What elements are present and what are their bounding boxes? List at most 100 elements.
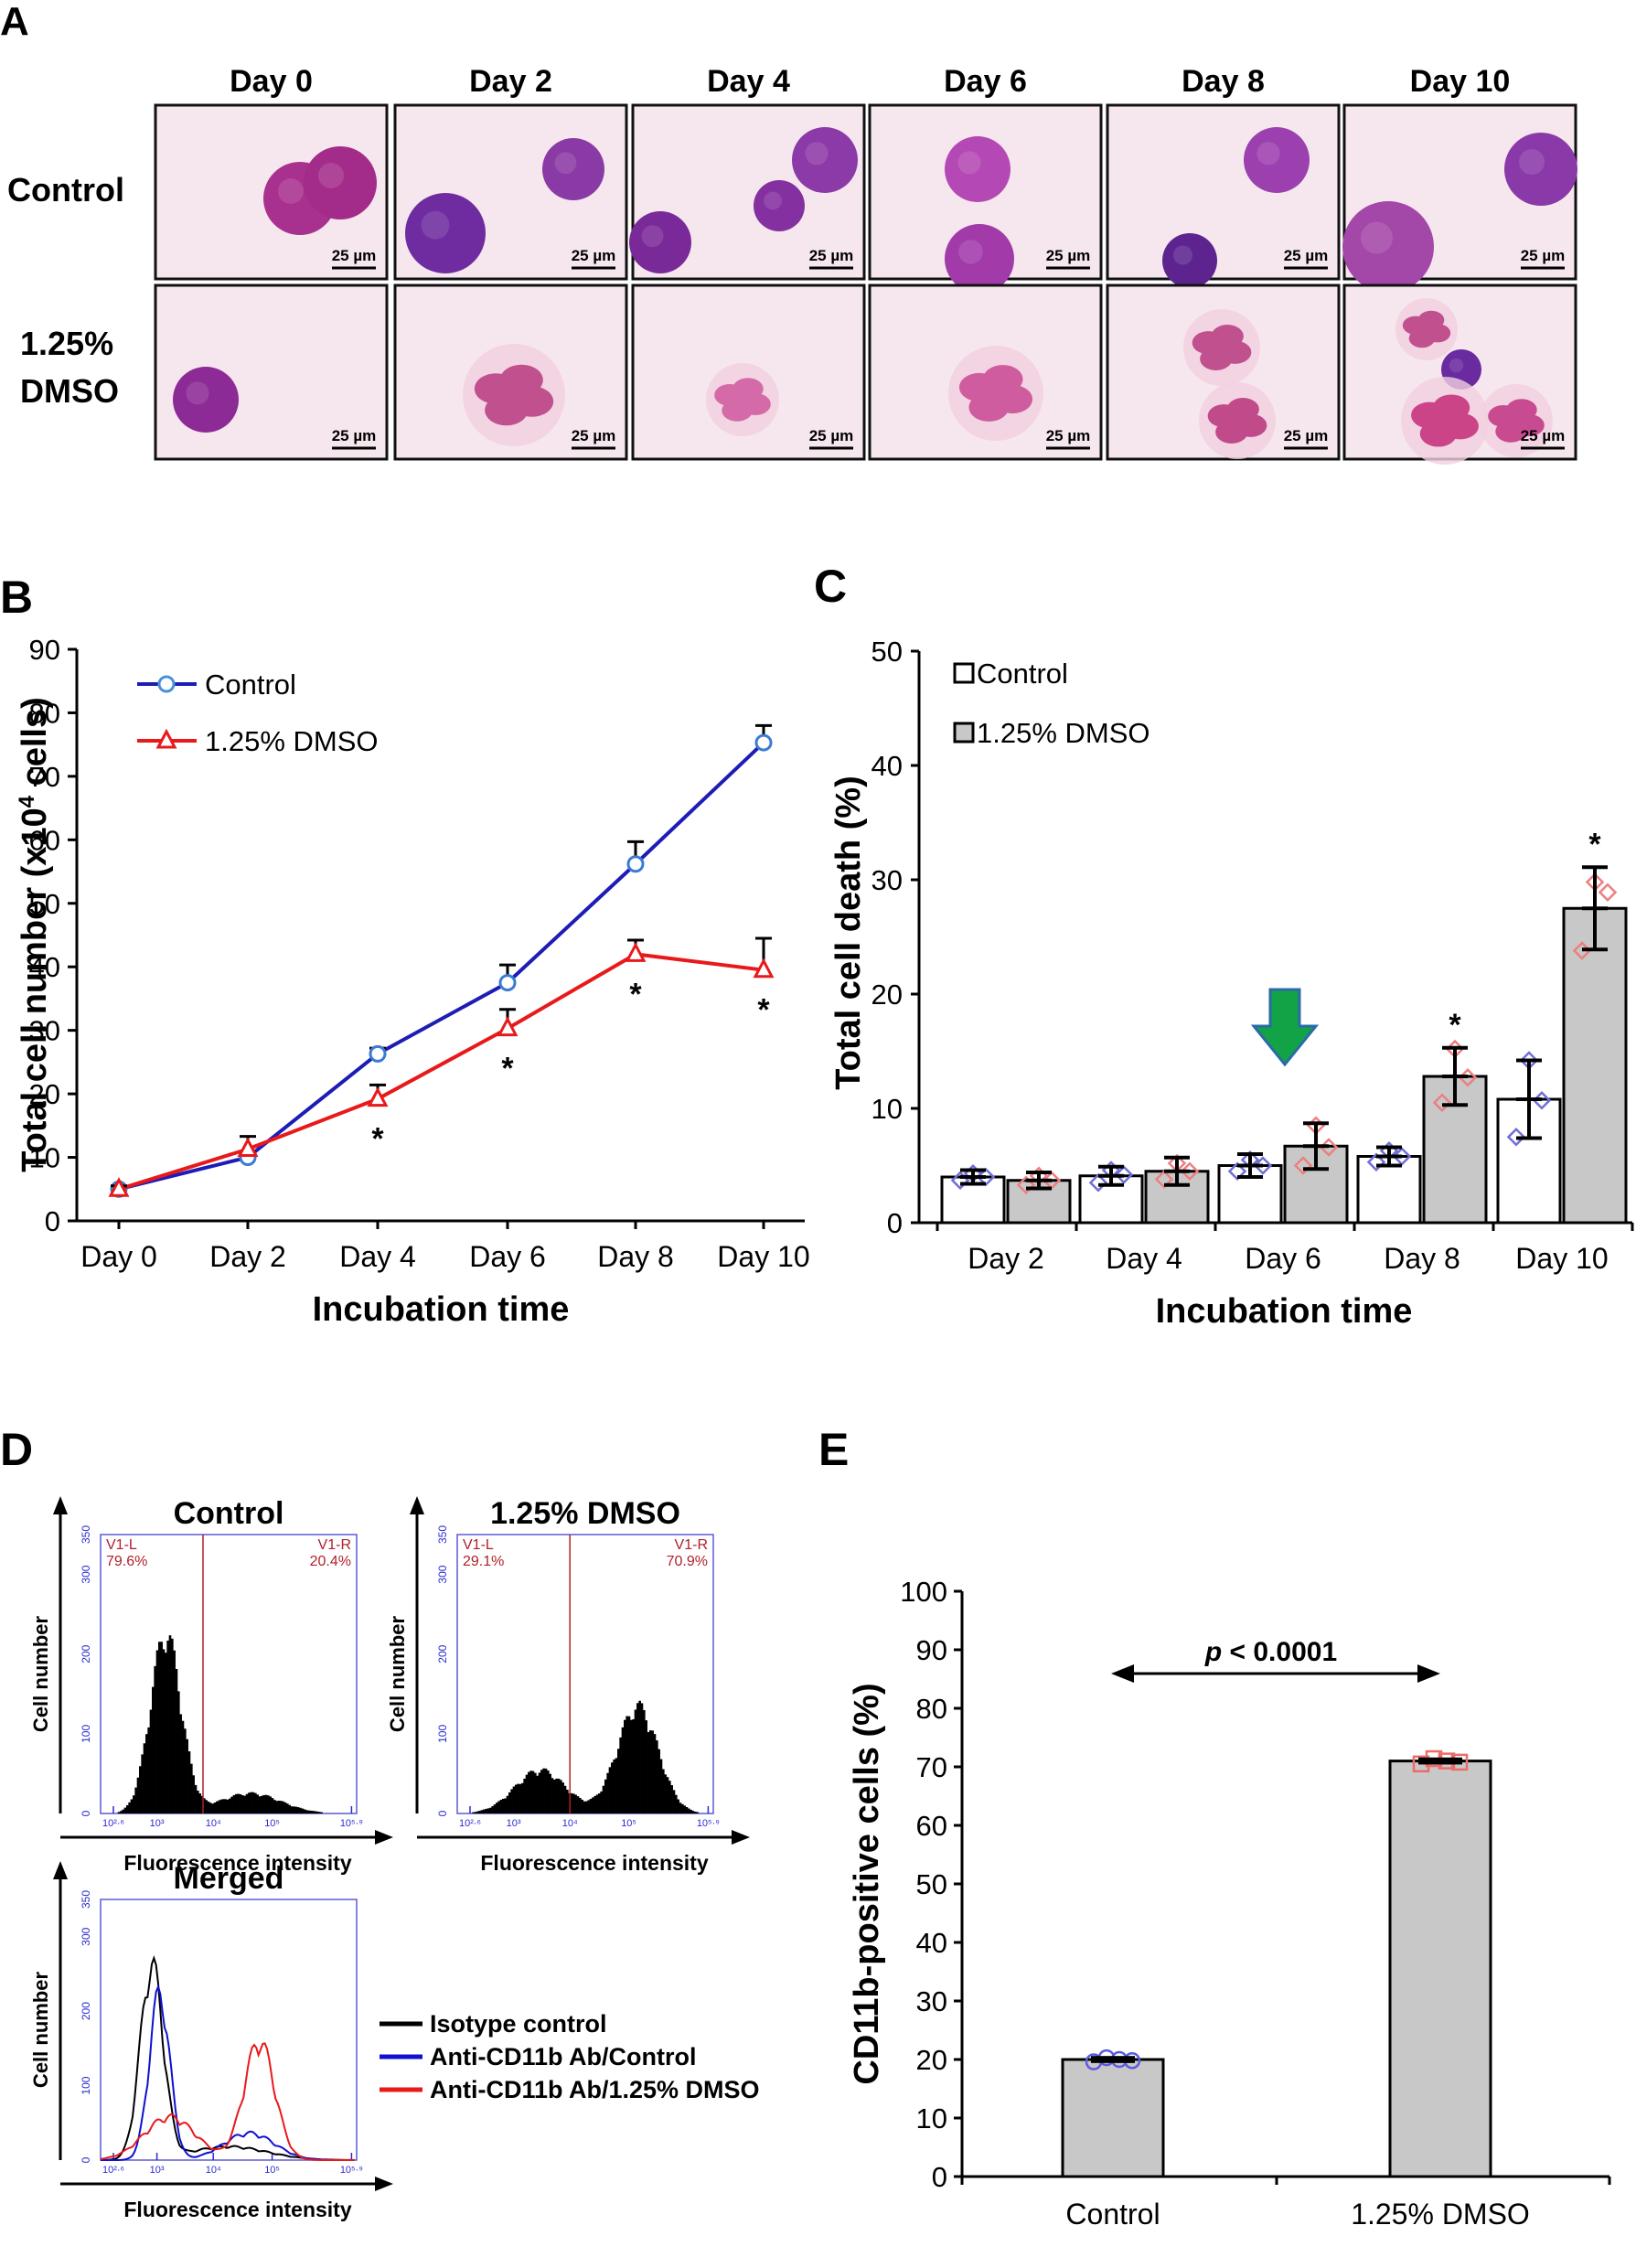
column-header-day-8: Day 8 <box>1182 64 1265 99</box>
scale-bar-label: 25 µm <box>1284 427 1329 444</box>
x-tick-label: 10⁴ <box>206 2165 221 2176</box>
histogram-bin <box>192 1775 195 1813</box>
significance-mark: * <box>371 1122 384 1157</box>
chart-e-cd11b-positive: 0 10 20 30 40 50 60 70 80 90 100 Control 1.25% DMSO C… <box>848 1576 1611 2231</box>
histogram-bin <box>542 1768 545 1813</box>
histogram-bin <box>312 1811 315 1813</box>
histogram-bin <box>166 1640 169 1813</box>
x-tick-label: 10⁵ <box>264 1818 280 1829</box>
histogram-bin <box>134 1787 137 1813</box>
cell-highlight <box>641 225 664 248</box>
histogram-bin <box>497 1801 500 1813</box>
histogram-bin <box>627 1716 631 1813</box>
cell-nucleus-lobe <box>1506 399 1537 422</box>
histogram-bin <box>696 1812 699 1813</box>
cell-nucleus <box>304 146 377 219</box>
micrograph-tile: 25 µm <box>631 284 866 461</box>
panel-b-letter: B <box>0 572 33 623</box>
histogram-bin <box>211 1803 214 1813</box>
histogram-bin <box>219 1799 223 1813</box>
cell-nucleus-lobe <box>732 378 764 401</box>
histogram-bin <box>634 1709 637 1813</box>
histogram-bin <box>476 1811 479 1813</box>
histogram-bin <box>683 1805 686 1813</box>
cell-nucleus-lobe <box>1226 398 1259 422</box>
panel-d: D Control Cell number Fluorescence intensi… <box>0 1424 760 2221</box>
histogram-bin <box>318 1812 321 1813</box>
y-tick-label: 100 <box>900 1576 947 1608</box>
y-axis-arrowhead <box>53 1861 68 1879</box>
histogram-bin <box>245 1793 249 1813</box>
histogram-bin <box>243 1795 246 1813</box>
histogram-bin <box>579 1797 582 1813</box>
y-tick-label: 80 <box>916 1693 947 1725</box>
gate-left-label: V1-L <box>463 1537 494 1553</box>
histogram-bin <box>547 1770 550 1813</box>
cell-highlight <box>805 142 829 166</box>
comparison-arrowhead-right <box>1417 1664 1440 1683</box>
y-tick-label: 350 <box>80 1890 92 1909</box>
gate-left-value: 29.1% <box>463 1554 504 1569</box>
y-tick-label: 60 <box>916 1810 947 1842</box>
histogram-bin <box>165 1653 167 1813</box>
histogram-bin <box>271 1798 274 1813</box>
histogram-bin <box>544 1768 548 1813</box>
histogram-bin <box>583 1801 586 1813</box>
replicate-point <box>1114 1165 1134 1184</box>
replicate-point <box>1042 1171 1062 1191</box>
cell-nucleus <box>405 193 486 273</box>
y-tick-label: 20 <box>29 1078 60 1110</box>
histogram-bin <box>688 1808 690 1813</box>
histogram-bin <box>261 1795 263 1813</box>
cell-nucleus <box>792 127 858 193</box>
scale-bar-label: 25 µm <box>1521 427 1566 444</box>
x-tick-label: 10⁵ <box>264 2165 280 2176</box>
scale-bar-label: 25 µm <box>1284 247 1329 264</box>
replicate-point <box>1445 1039 1465 1059</box>
x-axis-arrowhead <box>375 2177 393 2191</box>
histogram-bin <box>574 1794 577 1813</box>
histogram-bin <box>483 1809 486 1813</box>
histogram-bin <box>250 1792 252 1813</box>
histogram-bin <box>216 1801 219 1813</box>
histogram-bin <box>303 1809 306 1813</box>
cell-highlight <box>1256 142 1280 166</box>
histogram-bin <box>502 1798 505 1813</box>
histogram-bin <box>640 1703 644 1813</box>
x-axis-title: Fluorescence intensity <box>123 2198 351 2221</box>
histogram-bin <box>203 1798 206 1813</box>
cell-nucleus <box>1504 133 1577 206</box>
y-axis-title: Total cell death (%) <box>829 776 868 1089</box>
scale-bar-label: 25 µm <box>572 247 616 264</box>
cell-highlight <box>1361 221 1393 254</box>
cell-highlight <box>1519 149 1545 175</box>
histogram-bin <box>286 1803 289 1813</box>
x-axis-arrowhead <box>732 1830 750 1845</box>
x-axis-arrowhead <box>375 1830 393 1845</box>
y-tick-label: 40 <box>29 951 60 983</box>
histogram-bin <box>126 1804 129 1813</box>
histogram-bin <box>691 1811 695 1813</box>
y-tick-label: 100 <box>80 1725 92 1743</box>
histogram-bin <box>145 1734 148 1813</box>
gate-right-label: V1-R <box>675 1537 708 1553</box>
column-header-day-10: Day 10 <box>1410 64 1511 99</box>
histogram-bin <box>168 1635 172 1813</box>
histogram-bin <box>205 1800 208 1813</box>
legend-label-1: 1.25% DMSO <box>205 725 379 757</box>
histogram-bin <box>232 1794 236 1813</box>
gate-right-label: V1-R <box>318 1537 351 1553</box>
histogram-bin <box>301 1808 304 1813</box>
histogram-bin <box>515 1784 518 1813</box>
scale-bar-label: 25 µm <box>809 247 854 264</box>
data-point <box>754 733 773 752</box>
x-tick-label: 10⁵·⁹ <box>340 1818 363 1829</box>
y-tick-label: 0 <box>887 1207 903 1239</box>
legend-swatch <box>953 662 975 684</box>
cell-nucleus <box>754 180 805 231</box>
replicate-point <box>1319 1138 1339 1157</box>
micrograph-tile: 25 µm <box>154 284 389 461</box>
x-tick-label: Day 10 <box>1515 1242 1608 1275</box>
histogram-bin <box>158 1642 161 1813</box>
